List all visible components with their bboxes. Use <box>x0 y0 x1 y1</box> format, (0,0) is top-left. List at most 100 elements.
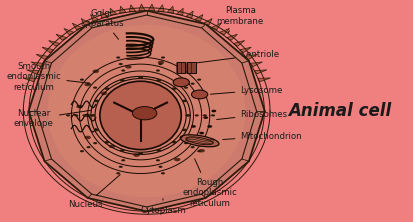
Circle shape <box>199 132 204 134</box>
Circle shape <box>207 125 212 128</box>
Circle shape <box>191 90 207 99</box>
Text: Plasma
membrane: Plasma membrane <box>216 6 263 33</box>
Polygon shape <box>257 78 270 82</box>
Circle shape <box>190 146 194 148</box>
Circle shape <box>82 114 86 117</box>
Polygon shape <box>203 18 212 25</box>
Circle shape <box>109 145 115 148</box>
Polygon shape <box>47 25 245 197</box>
Bar <box>177 62 185 73</box>
Ellipse shape <box>180 135 218 147</box>
Circle shape <box>156 79 161 82</box>
Polygon shape <box>167 6 173 13</box>
Circle shape <box>84 114 91 117</box>
Polygon shape <box>119 6 126 13</box>
Circle shape <box>93 69 99 73</box>
Polygon shape <box>138 4 145 11</box>
Circle shape <box>104 141 109 144</box>
Polygon shape <box>26 70 39 74</box>
Polygon shape <box>110 8 116 15</box>
Circle shape <box>185 114 190 117</box>
Circle shape <box>161 172 165 174</box>
Circle shape <box>182 129 187 131</box>
Circle shape <box>158 166 162 168</box>
Circle shape <box>119 63 122 65</box>
Circle shape <box>104 87 109 90</box>
Circle shape <box>100 92 107 95</box>
Polygon shape <box>90 14 98 21</box>
Polygon shape <box>148 4 154 11</box>
Polygon shape <box>64 28 74 35</box>
Circle shape <box>157 61 164 64</box>
Circle shape <box>132 107 157 120</box>
Circle shape <box>76 105 83 108</box>
Circle shape <box>86 146 90 148</box>
Circle shape <box>182 100 187 102</box>
Polygon shape <box>254 70 266 74</box>
Text: Centriole: Centriole <box>194 50 279 63</box>
Polygon shape <box>194 14 202 21</box>
Circle shape <box>194 114 198 117</box>
Circle shape <box>156 159 159 161</box>
Circle shape <box>93 87 97 89</box>
Circle shape <box>125 65 131 69</box>
Polygon shape <box>36 54 48 59</box>
Circle shape <box>211 114 214 117</box>
Polygon shape <box>72 23 82 30</box>
Polygon shape <box>249 62 262 67</box>
Circle shape <box>173 78 189 87</box>
Polygon shape <box>42 47 54 53</box>
Circle shape <box>203 116 208 119</box>
Circle shape <box>90 114 95 117</box>
Ellipse shape <box>100 81 181 150</box>
Circle shape <box>171 141 176 144</box>
Circle shape <box>190 83 194 85</box>
Circle shape <box>66 114 70 117</box>
Circle shape <box>197 79 201 81</box>
Circle shape <box>94 129 99 131</box>
Circle shape <box>138 152 142 155</box>
Polygon shape <box>157 5 164 12</box>
Text: Rough
endoplasmic
reticulum: Rough endoplasmic reticulum <box>182 159 237 208</box>
Circle shape <box>133 153 140 157</box>
Circle shape <box>84 136 91 139</box>
Text: Ribosomes: Ribosomes <box>216 110 287 119</box>
Text: Mitochondrion: Mitochondrion <box>222 132 301 141</box>
Circle shape <box>120 149 124 152</box>
Circle shape <box>171 87 176 90</box>
Circle shape <box>138 76 142 79</box>
Circle shape <box>93 142 97 144</box>
Circle shape <box>158 63 162 65</box>
Polygon shape <box>211 23 221 30</box>
Circle shape <box>74 114 78 117</box>
Polygon shape <box>56 34 66 40</box>
Polygon shape <box>23 78 36 82</box>
Circle shape <box>116 172 120 174</box>
Circle shape <box>198 149 204 153</box>
Text: Nucleus: Nucleus <box>68 174 120 209</box>
Circle shape <box>197 150 201 152</box>
Text: Lysosome: Lysosome <box>210 85 282 95</box>
Circle shape <box>156 69 159 72</box>
Circle shape <box>121 69 125 72</box>
Circle shape <box>121 159 125 161</box>
Circle shape <box>183 87 188 89</box>
Circle shape <box>119 166 122 168</box>
Circle shape <box>161 56 165 59</box>
Circle shape <box>156 149 161 152</box>
Polygon shape <box>81 18 90 25</box>
Circle shape <box>80 79 84 81</box>
Polygon shape <box>31 62 43 67</box>
Text: Golgi
apparatus: Golgi apparatus <box>80 9 123 39</box>
Circle shape <box>86 83 90 85</box>
Polygon shape <box>239 47 251 53</box>
Polygon shape <box>226 34 237 40</box>
Polygon shape <box>219 28 229 35</box>
Circle shape <box>190 125 195 128</box>
Text: Animal cell: Animal cell <box>288 102 391 120</box>
Bar <box>187 62 195 73</box>
Circle shape <box>120 79 124 82</box>
Polygon shape <box>244 54 256 59</box>
Text: Smooth
endoplasmic
reticulum: Smooth endoplasmic reticulum <box>7 62 89 92</box>
Circle shape <box>173 158 180 161</box>
